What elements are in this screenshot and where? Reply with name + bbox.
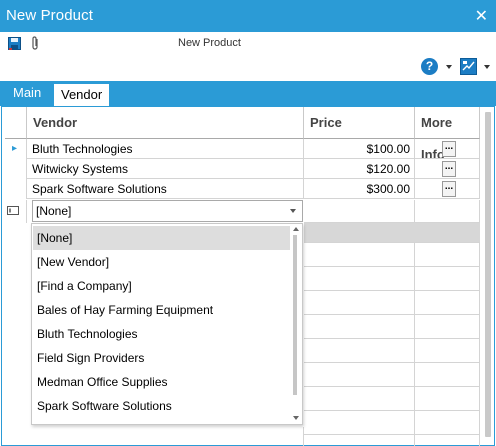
empty-cell[interactable] [304, 339, 415, 363]
dropdown-option-new-vendor[interactable]: [New Vendor] [37, 255, 110, 269]
more-info-cell[interactable] [415, 200, 480, 223]
vendor-cell[interactable]: Spark Software Solutions [27, 179, 304, 199]
dropdown-scrollbar-thumb[interactable] [293, 235, 297, 395]
empty-cell[interactable] [415, 435, 480, 446]
toolbar: New Product [0, 32, 496, 56]
dropdown-option-find-company[interactable]: [Find a Company] [37, 279, 132, 293]
empty-cell[interactable] [304, 387, 415, 411]
price-cell[interactable]: $300.00 [304, 179, 415, 199]
empty-cell[interactable] [415, 411, 480, 435]
dropdown-option-none[interactable]: [None] [33, 226, 290, 250]
empty-cell[interactable] [415, 267, 480, 291]
close-icon[interactable]: ✕ [474, 8, 488, 25]
editing-row-icon [7, 206, 19, 215]
column-header-more-info[interactable]: More Info [415, 107, 480, 162]
grid-vertical-scrollbar[interactable] [484, 107, 492, 446]
column-header-vendor[interactable]: Vendor [27, 107, 304, 139]
more-info-cell: ... [415, 159, 480, 179]
help-icon[interactable]: ? [421, 58, 438, 75]
tab-strip: Main Vendor [0, 81, 496, 106]
dropdown-option[interactable]: Spark Software Solutions [37, 399, 172, 413]
empty-cell[interactable] [415, 243, 480, 267]
empty-cell[interactable] [304, 411, 415, 435]
row-selector[interactable] [5, 200, 27, 223]
grid-scrollbar-thumb[interactable] [485, 112, 491, 437]
paperclip-icon[interactable] [31, 36, 40, 51]
vendor-combobox-value: [None] [36, 204, 72, 218]
window-title: New Product [6, 7, 93, 24]
options-toolbar: ? [0, 56, 496, 78]
empty-cell[interactable] [27, 427, 304, 446]
vendor-cell[interactable]: Witwicky Systems [27, 159, 304, 179]
scroll-down-arrow-icon[interactable] [293, 416, 299, 420]
empty-cell[interactable] [304, 315, 415, 339]
save-icon[interactable] [8, 37, 21, 50]
tab-vendor[interactable]: Vendor [53, 83, 111, 106]
column-header-price[interactable]: Price [304, 107, 415, 139]
tab-main[interactable]: Main [13, 85, 42, 100]
empty-cell[interactable] [304, 291, 415, 315]
dropdown-option[interactable]: Bluth Technologies [37, 327, 138, 341]
dropdown-option[interactable]: Field Sign Providers [37, 351, 145, 365]
vendor-dropdown-list: [None] [New Vendor] [Find a Company] Bal… [31, 223, 303, 425]
empty-cell[interactable] [415, 291, 480, 315]
scroll-up-arrow-icon[interactable] [293, 227, 299, 231]
document-title: New Product [178, 37, 241, 49]
highlighted-row[interactable] [304, 223, 480, 243]
empty-cell[interactable] [304, 363, 415, 387]
empty-cell[interactable] [304, 267, 415, 291]
empty-cell[interactable] [415, 339, 480, 363]
more-info-button[interactable]: ... [442, 141, 456, 157]
price-cell[interactable] [304, 200, 415, 223]
vendor-cell[interactable]: Bluth Technologies [27, 139, 304, 159]
more-info-cell: ... [415, 139, 480, 159]
current-row-icon: ▸ [12, 143, 18, 154]
vendor-grid: Vendor Price More Info ▸ Bluth Technolog… [5, 107, 480, 446]
empty-cell[interactable] [415, 387, 480, 411]
price-cell[interactable]: $100.00 [304, 139, 415, 159]
empty-cell[interactable] [304, 435, 415, 446]
dropdown-scrollbar[interactable] [291, 225, 301, 423]
price-cell[interactable]: $120.00 [304, 159, 415, 179]
more-info-button[interactable]: ... [442, 181, 456, 197]
row-selector[interactable] [5, 179, 27, 199]
title-bar: New Product ✕ [0, 0, 496, 32]
row-selector[interactable] [5, 159, 27, 179]
layout-icon[interactable] [460, 58, 477, 75]
dropdown-option[interactable]: Bales of Hay Farming Equipment [37, 303, 214, 317]
row-selector-header [5, 107, 27, 139]
dropdown-option[interactable]: Medman Office Supplies [37, 375, 168, 389]
more-info-button[interactable]: ... [442, 161, 456, 177]
chevron-down-icon[interactable] [290, 209, 296, 213]
layout-dropdown-arrow-icon[interactable] [484, 65, 490, 69]
empty-cell[interactable] [415, 363, 480, 387]
help-dropdown-arrow-icon[interactable] [446, 65, 452, 69]
empty-cell[interactable] [304, 243, 415, 267]
empty-cell[interactable] [415, 315, 480, 339]
vendor-combobox[interactable]: [None] [32, 200, 303, 222]
more-info-cell: ... [415, 179, 480, 199]
row-selector[interactable]: ▸ [5, 139, 27, 159]
